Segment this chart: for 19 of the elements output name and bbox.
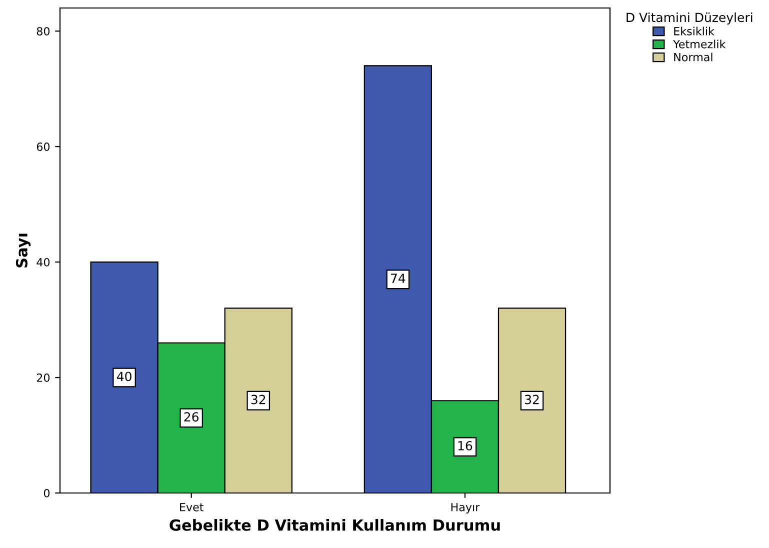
y-tick-label: 80 xyxy=(36,27,50,36)
legend-label: Normal xyxy=(674,52,712,62)
data-label: 32 xyxy=(525,394,539,404)
y-tick-label: 40 xyxy=(36,258,50,266)
x-tick-label: Hayır xyxy=(451,503,480,514)
y-tick-label: 0 xyxy=(44,488,50,498)
y-tick-label: 60 xyxy=(36,142,50,151)
data-label: 74 xyxy=(391,274,406,283)
data-label: 32 xyxy=(251,394,266,404)
x-axis-title: Gebelikte D Vitamini Kullanım Durumu xyxy=(170,519,500,531)
data-label: 26 xyxy=(184,412,199,422)
legend-title: D Vitamini Düzeyleri xyxy=(626,12,752,25)
y-tick-label: 20 xyxy=(36,374,50,382)
legend-label: Yetmezlik xyxy=(673,40,726,48)
legend-label: Eksiklik xyxy=(674,26,714,36)
x-tick-label: Evet xyxy=(180,503,204,512)
data-label: 40 xyxy=(116,372,132,382)
data-label: 16 xyxy=(458,440,472,450)
y-axis-title: Sayı xyxy=(16,234,31,268)
